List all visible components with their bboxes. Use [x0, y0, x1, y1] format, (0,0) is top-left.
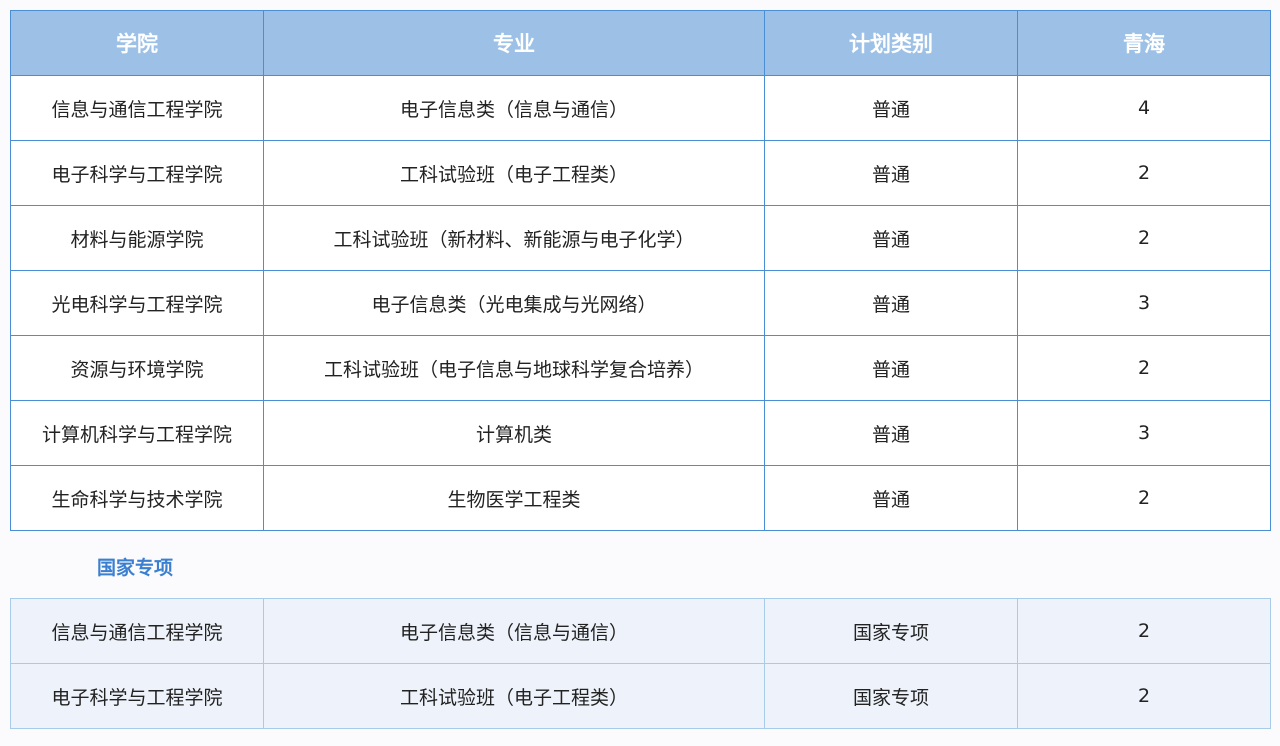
- cell-college: 光电科学与工程学院: [10, 270, 264, 336]
- cell-qinghai: 2: [1017, 465, 1271, 531]
- table-row: 资源与环境学院 工科试验班（电子信息与地球科学复合培养） 普通 2: [10, 335, 1271, 401]
- cell-qinghai: 2: [1017, 663, 1271, 729]
- cell-major: 工科试验班（电子工程类）: [263, 140, 765, 206]
- cell-qinghai: 2: [1017, 335, 1271, 401]
- cell-plan-type: 普通: [764, 465, 1018, 531]
- cell-college: 计算机科学与工程学院: [10, 400, 264, 466]
- cell-plan-type: 普通: [764, 140, 1018, 206]
- cell-plan-type: 普通: [764, 75, 1018, 141]
- header-plan-type: 计划类别: [764, 10, 1018, 76]
- cell-plan-type: 普通: [764, 270, 1018, 336]
- table-row: 生命科学与技术学院 生物医学工程类 普通 2: [10, 465, 1271, 531]
- cell-college: 材料与能源学院: [10, 205, 264, 271]
- cell-major: 工科试验班（电子信息与地球科学复合培养）: [263, 335, 765, 401]
- cell-qinghai: 2: [1017, 598, 1271, 664]
- table-row: 计算机科学与工程学院 计算机类 普通 3: [10, 400, 1271, 466]
- cell-major: 计算机类: [263, 400, 765, 466]
- cell-major: 工科试验班（新材料、新能源与电子化学）: [263, 205, 765, 271]
- cell-plan-type: 国家专项: [764, 663, 1018, 729]
- table-row: 电子科学与工程学院 工科试验班（电子工程类） 普通 2: [10, 140, 1271, 206]
- cell-qinghai: 3: [1017, 270, 1271, 336]
- special-enrollment-table: 信息与通信工程学院 电子信息类（信息与通信） 国家专项 2 电子科学与工程学院 工科试验班…: [10, 598, 1271, 729]
- cell-plan-type: 普通: [764, 335, 1018, 401]
- cell-major: 电子信息类（光电集成与光网络）: [263, 270, 765, 336]
- cell-major: 生物医学工程类: [263, 465, 765, 531]
- table-row: 光电科学与工程学院 电子信息类（光电集成与光网络） 普通 3: [10, 270, 1271, 336]
- cell-qinghai: 3: [1017, 400, 1271, 466]
- enrollment-table: 学院 专业 计划类别 青海 信息与通信工程学院 电子信息类（信息与通信） 普通 4 电子科学与…: [10, 10, 1271, 531]
- cell-qinghai: 2: [1017, 140, 1271, 206]
- header-major: 专业: [263, 10, 765, 76]
- cell-major: 电子信息类（信息与通信）: [263, 598, 765, 664]
- section-title: 国家专项: [97, 557, 174, 579]
- cell-college: 电子科学与工程学院: [10, 140, 264, 206]
- header-row: 学院 专业 计划类别 青海: [10, 10, 1271, 76]
- cell-plan-type: 普通: [764, 205, 1018, 271]
- cell-college: 资源与环境学院: [10, 335, 264, 401]
- header-qinghai: 青海: [1017, 10, 1271, 76]
- cell-college: 信息与通信工程学院: [10, 598, 264, 664]
- cell-college: 电子科学与工程学院: [10, 663, 264, 729]
- table-row: 电子科学与工程学院 工科试验班（电子工程类） 国家专项 2: [10, 663, 1271, 729]
- cell-major: 电子信息类（信息与通信）: [263, 75, 765, 141]
- cell-qinghai: 2: [1017, 205, 1271, 271]
- cell-qinghai: 4: [1017, 75, 1271, 141]
- table-row: 材料与能源学院 工科试验班（新材料、新能源与电子化学） 普通 2: [10, 205, 1271, 271]
- cell-plan-type: 普通: [764, 400, 1018, 466]
- cell-plan-type: 国家专项: [764, 598, 1018, 664]
- cell-college: 信息与通信工程学院: [10, 75, 264, 141]
- table-row: 信息与通信工程学院 电子信息类（信息与通信） 国家专项 2: [10, 598, 1271, 664]
- header-college: 学院: [10, 10, 264, 76]
- cell-college: 生命科学与技术学院: [10, 465, 264, 531]
- table-row: 信息与通信工程学院 电子信息类（信息与通信） 普通 4: [10, 75, 1271, 141]
- cell-major: 工科试验班（电子工程类）: [263, 663, 765, 729]
